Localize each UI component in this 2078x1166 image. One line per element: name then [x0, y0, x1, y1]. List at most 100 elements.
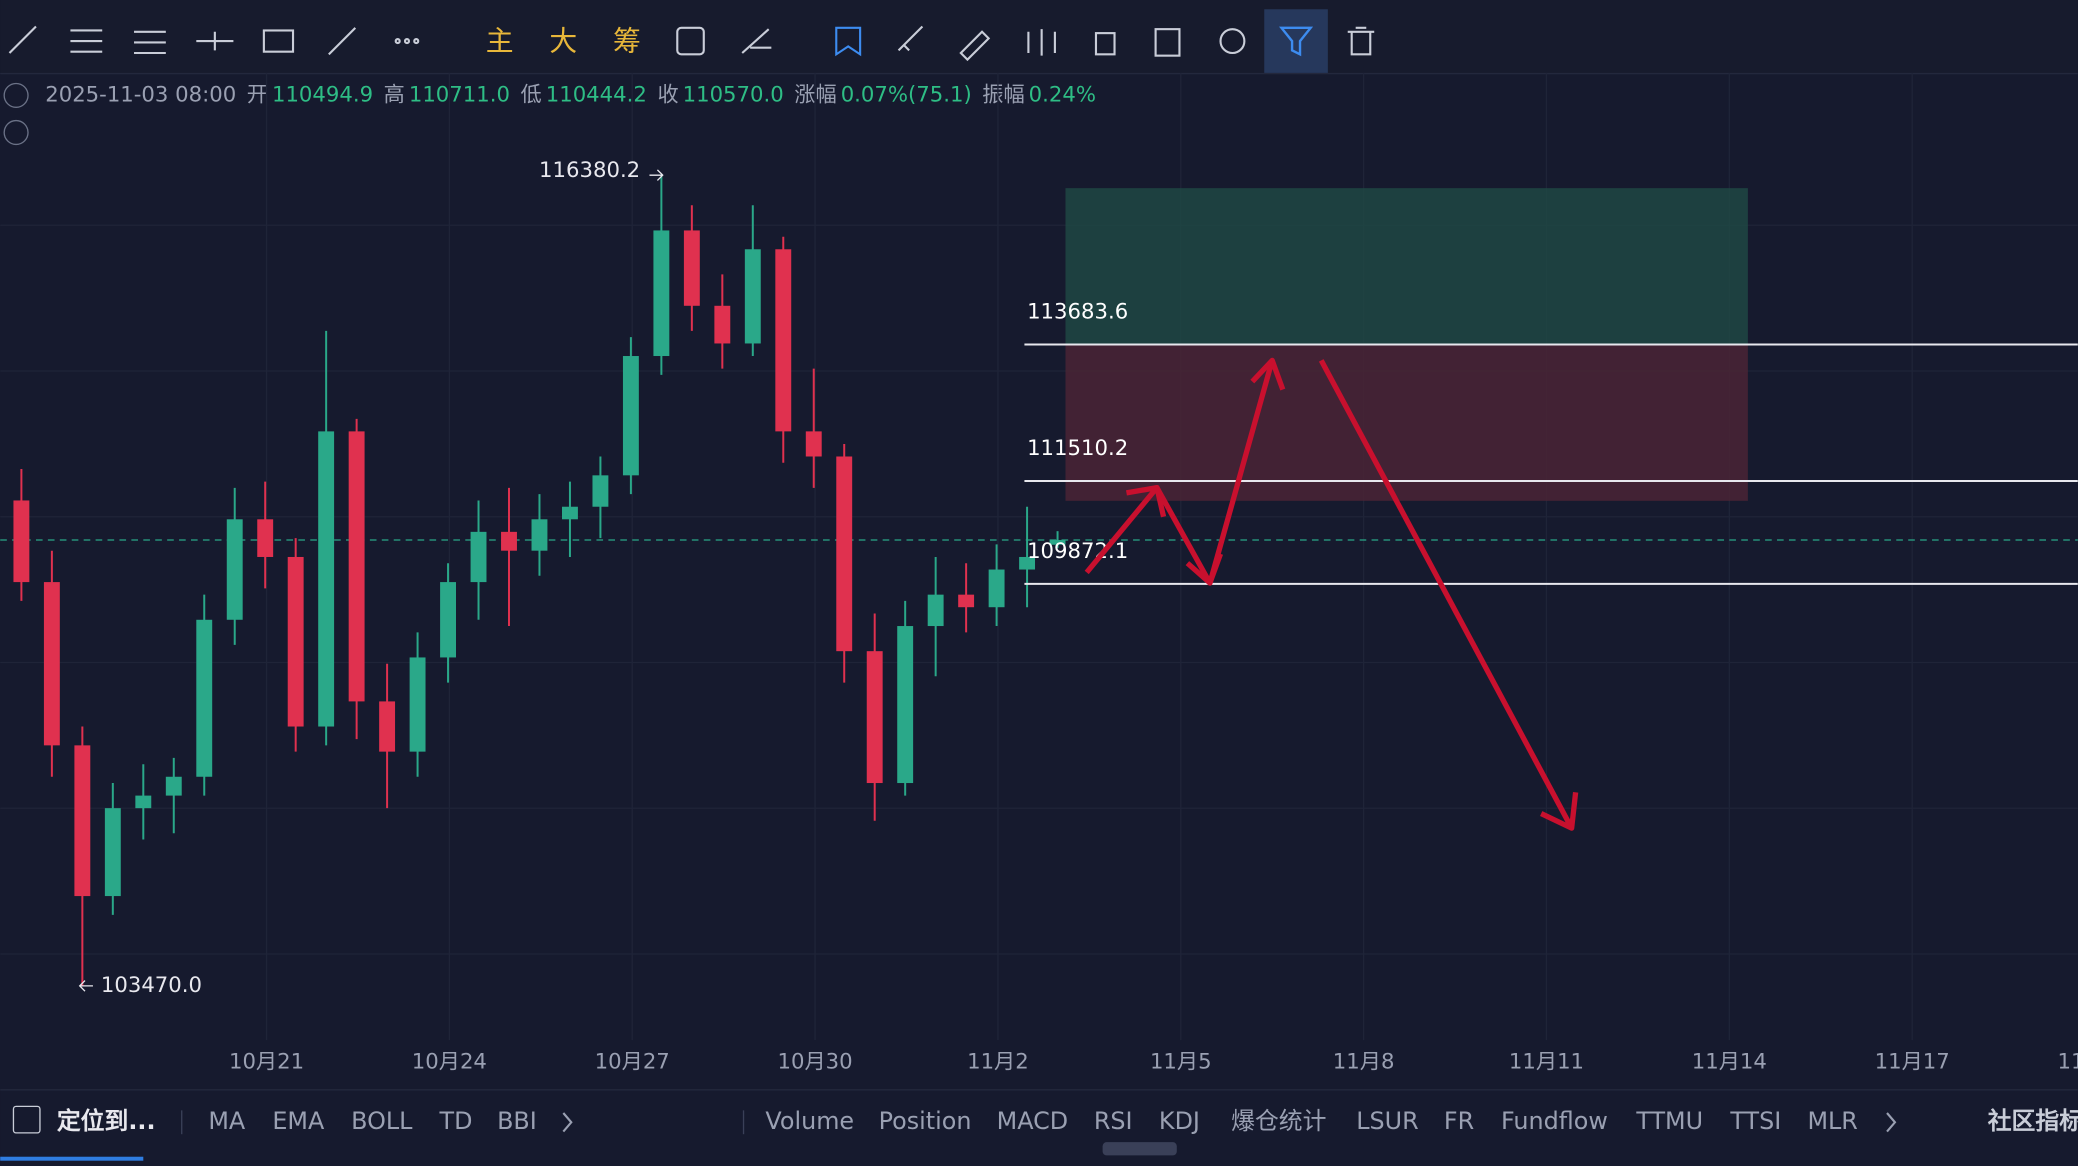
info-text: 振幅 [982, 81, 1024, 106]
candle-body [683, 230, 700, 306]
tab[interactable]: Volume [765, 1107, 854, 1135]
info-text: 开 [247, 81, 268, 106]
tab[interactable]: BBI [497, 1107, 537, 1135]
tab[interactable]: 社区指标 [1988, 1107, 2078, 1135]
candle-body [257, 519, 274, 557]
tab[interactable]: TD [439, 1107, 473, 1135]
collapse-icon[interactable] [3, 119, 29, 146]
tab[interactable]: RSI [1094, 1107, 1133, 1135]
forecast-arrow [1318, 359, 1574, 830]
candle-body [805, 431, 822, 457]
candle-body [897, 626, 914, 784]
scroll-arrow[interactable] [562, 1112, 573, 1133]
arrow-head [1540, 792, 1579, 831]
tab[interactable]: LSUR [1356, 1107, 1418, 1135]
stop-zone [1065, 344, 1748, 501]
delete-icon[interactable] [1347, 26, 1375, 56]
tab[interactable]: TTSI [1729, 1107, 1781, 1135]
info-text: 110444.2 [546, 81, 647, 106]
toolbar [0, 0, 2078, 73]
filter-icon [1278, 26, 1314, 57]
level-label: 113683.6 [1027, 299, 1128, 324]
toolbar-button[interactable]: 大 [549, 24, 577, 57]
collapse-icon[interactable] [3, 82, 29, 108]
x-tick-label: 10月24 [412, 1049, 487, 1074]
level-label: 111510.2 [1027, 435, 1128, 460]
info-text: 0.07%(75.1) [841, 81, 972, 106]
candle-body [13, 500, 30, 583]
candle-body [318, 431, 335, 727]
tab[interactable]: EMA [272, 1107, 325, 1135]
tab[interactable]: BOLL [351, 1107, 413, 1135]
info-text: 110494.9 [272, 81, 373, 106]
candle-body [744, 249, 761, 344]
candle-body [501, 531, 517, 551]
candle-body [958, 594, 975, 608]
ohlc-info: 2025-11-03 08:00 开 110494.9 高 110711.0 低 11044… [45, 81, 1096, 106]
tab[interactable]: Fundflow [1501, 1107, 1608, 1135]
drawing-tools[interactable] [8, 25, 1246, 62]
x-tick-label: 11月5 [1150, 1049, 1212, 1074]
x-tick-label: 10月21 [229, 1049, 304, 1074]
candle-body [226, 519, 243, 620]
candle-body [74, 745, 91, 897]
candle-body [348, 431, 365, 702]
candle-body [1019, 556, 1036, 570]
low-arrow [78, 980, 93, 992]
x-tick-label: 11月14 [1692, 1049, 1767, 1074]
candle-body [653, 230, 670, 357]
toolbar-button[interactable]: 主 [486, 24, 514, 57]
candle-body [988, 569, 1005, 608]
active-tab-underline [0, 1156, 144, 1161]
tab[interactable]: Position [879, 1107, 972, 1135]
candle-body [379, 701, 396, 752]
high-label: 116380.2 [539, 157, 640, 182]
info-text: 低 [521, 81, 542, 106]
scroll-arrow[interactable] [1886, 1112, 1897, 1133]
x-tick-label: 11月11 [1509, 1049, 1584, 1074]
tab[interactable]: KDJ [1159, 1107, 1200, 1135]
info-text: 收 [657, 81, 678, 106]
candle-body [927, 594, 944, 627]
tab[interactable]: MLR [1807, 1107, 1857, 1135]
candle-body [196, 619, 213, 777]
tab[interactable]: 爆仓统计 [1231, 1107, 1326, 1135]
candle-body [440, 582, 456, 658]
candle-body [775, 249, 792, 432]
tab[interactable]: MACD [997, 1107, 1068, 1135]
candle-body [562, 506, 578, 520]
info-text: 110570.0 [683, 81, 784, 106]
candle-body [287, 556, 304, 727]
filter-button[interactable] [1264, 9, 1328, 73]
tab[interactable]: TTMU [1635, 1107, 1703, 1135]
candle-body [836, 456, 853, 652]
x-tick-label: 11月20 [2057, 1049, 2078, 1074]
candle-body [409, 657, 426, 752]
candle-body [714, 305, 731, 344]
x-tick-label: 11月17 [1875, 1049, 1950, 1074]
toolbar-button[interactable]: 筹 [613, 24, 641, 57]
drag-handle[interactable] [1102, 1142, 1177, 1156]
forecast-arrow [1084, 359, 1275, 586]
plot [0, 72, 2078, 1041]
candle-body [43, 582, 60, 746]
tab[interactable]: 定位到... [57, 1107, 156, 1135]
info-text: 110711.0 [409, 81, 510, 106]
tab[interactable]: FR [1444, 1107, 1474, 1135]
low-label: 103470.0 [101, 972, 202, 997]
x-tick-label: 10月30 [778, 1049, 853, 1074]
candle-body [622, 356, 639, 476]
info-text: 2025-11-03 08:00 [45, 81, 236, 106]
x-tick-label: 11月2 [967, 1049, 1029, 1074]
tab[interactable]: MA [208, 1107, 246, 1135]
candle-body [165, 776, 182, 796]
candle-body [1049, 540, 1066, 545]
candle-body [592, 475, 609, 507]
calendar-icon[interactable] [12, 1105, 41, 1134]
info-text: 高 [384, 81, 405, 106]
x-tick-label: 10月27 [595, 1049, 670, 1074]
high-arrow [649, 169, 664, 181]
candle-body [866, 651, 883, 784]
